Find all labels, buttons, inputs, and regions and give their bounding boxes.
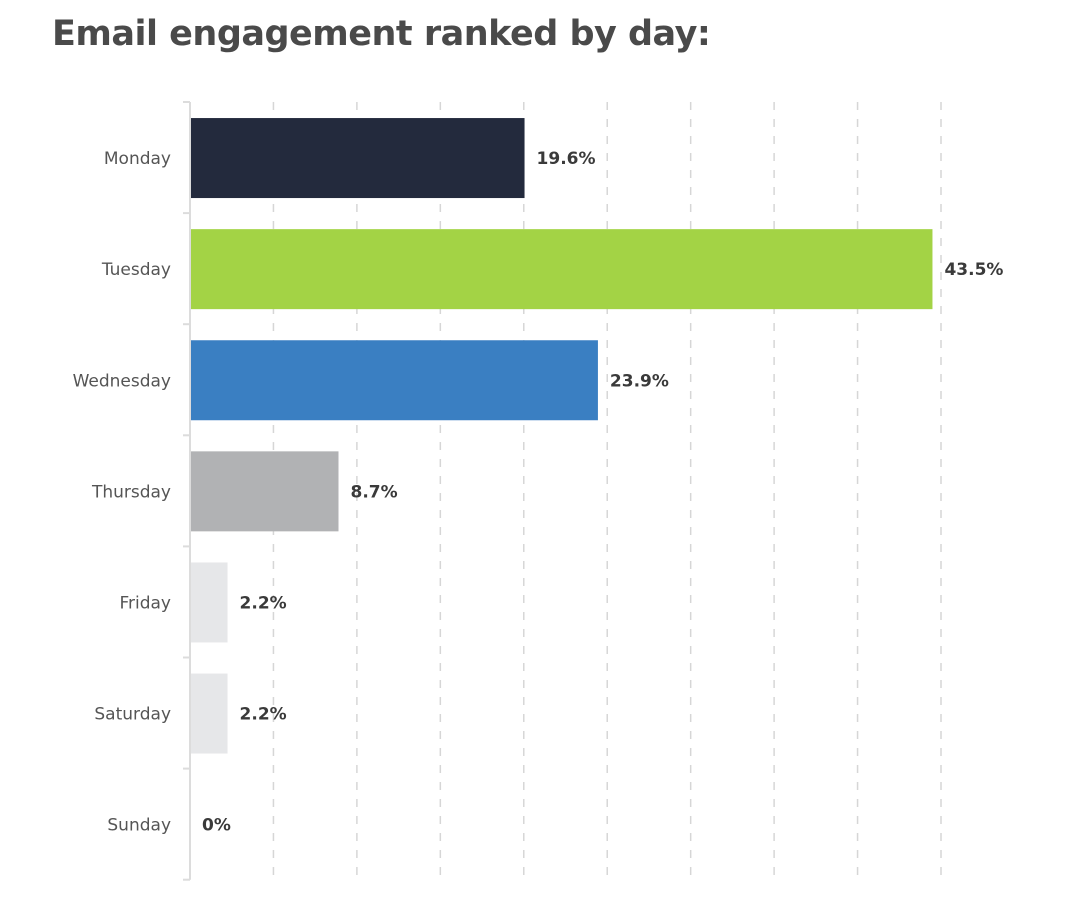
bar-monday [191,118,525,199]
value-label: 2.2% [240,705,287,725]
category-label: Saturday [94,705,171,725]
value-label: 19.6% [537,149,596,169]
category-label: Monday [104,149,171,169]
value-label: 8.7% [350,482,397,502]
value-label: 0% [202,816,231,836]
category-label: Thursday [91,482,171,502]
chart-title: Email engagement ranked by day: [52,14,711,54]
value-label: 23.9% [610,371,669,391]
bar-saturday [191,673,228,754]
bar-thursday [191,451,339,532]
value-label: 2.2% [240,593,287,613]
bar-wednesday [191,340,598,421]
category-label: Friday [119,593,171,613]
category-label: Wednesday [73,371,171,391]
value-label: 43.5% [944,260,1003,280]
category-label: Tuesday [101,260,171,280]
category-label: Sunday [107,816,171,836]
bar-tuesday [191,229,933,310]
bar-friday [191,562,228,643]
